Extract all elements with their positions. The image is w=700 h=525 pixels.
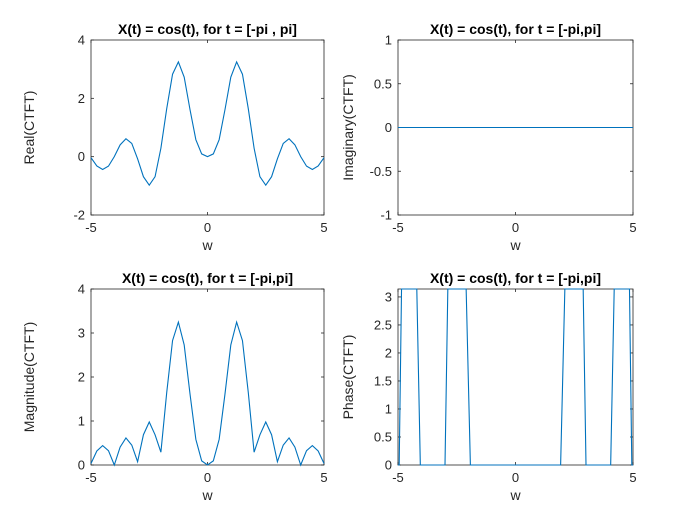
x-axis-label: w <box>201 237 213 253</box>
series-line <box>90 320 325 467</box>
y-tick-label: 0 <box>385 120 392 135</box>
chart-title: X(t) = cos(t), for t = [-pi,pi] <box>430 270 601 286</box>
y-tick-label: 2 <box>78 91 85 106</box>
y-tick-label: -0.5 <box>370 164 392 179</box>
x-tick-label: 5 <box>320 470 327 485</box>
y-tick-label: 2.5 <box>374 317 392 332</box>
x-tick-label: -5 <box>392 220 404 235</box>
y-tick-label: 0.5 <box>374 76 392 91</box>
x-axis-label: w <box>201 487 213 503</box>
y-tick-label: 0.5 <box>374 429 392 444</box>
y-tick-label: 1 <box>78 414 85 429</box>
y-tick-label: 3 <box>385 289 392 304</box>
subplot-1: -5 0 5 -2 0 2 4 X(t) = cos(t), for t = [-pi , p… <box>21 21 328 253</box>
plot-area <box>90 39 325 216</box>
x-axis-label: w <box>509 237 521 253</box>
x-tick-label: 0 <box>204 220 211 235</box>
x-tick-label: 5 <box>629 470 636 485</box>
y-tick-label: 1.5 <box>374 373 392 388</box>
plot-area <box>397 288 634 466</box>
y-axis-label: Real(CTFT) <box>21 91 37 165</box>
plot-area <box>90 288 325 466</box>
subplot-2: -5 0 5 -1 -0.5 0 0.5 1 X(t) = cos(t), for t = [-… <box>340 21 637 253</box>
x-tick-label: 5 <box>320 220 327 235</box>
chart-title: X(t) = cos(t), for t = [-pi,pi] <box>430 21 601 37</box>
chart-title: X(t) = cos(t), for t = [-pi,pi] <box>122 270 293 286</box>
x-tick-label: -5 <box>392 470 404 485</box>
y-tick-label: 1 <box>385 33 392 48</box>
x-tick-label: -5 <box>85 470 97 485</box>
y-tick-label: -1 <box>380 208 392 223</box>
y-tick-label: 4 <box>78 33 85 48</box>
y-axis-label: Phase(CTFT) <box>340 335 356 420</box>
x-tick-label: 0 <box>512 470 519 485</box>
chart-title: X(t) = cos(t), for t = [-pi , pi] <box>118 21 297 37</box>
y-axis-label: Magnitude(CTFT) <box>21 322 37 432</box>
x-tick-label: 0 <box>512 220 519 235</box>
series-line <box>90 60 325 187</box>
subplot-4: -5 0 500.511.522.53X(t) = cos(t), for t = … <box>340 270 637 503</box>
y-tick-label: 0 <box>385 458 392 473</box>
y-tick-label: 2 <box>78 370 85 385</box>
y-axis-label: Imaginary(CTFT) <box>340 74 356 181</box>
x-tick-label: 5 <box>629 220 636 235</box>
x-axis-label: w <box>509 487 521 503</box>
x-tick-label: 0 <box>204 470 211 485</box>
series-line <box>398 288 633 466</box>
y-tick-label: 0 <box>78 458 85 473</box>
x-tick-label: -5 <box>85 220 97 235</box>
y-tick-label: 4 <box>78 282 85 297</box>
y-tick-label: -2 <box>73 208 85 223</box>
y-tick-label: 1 <box>385 401 392 416</box>
y-tick-label: 2 <box>385 345 392 360</box>
y-tick-label: 0 <box>78 149 85 164</box>
y-tick-label: 3 <box>78 326 85 341</box>
